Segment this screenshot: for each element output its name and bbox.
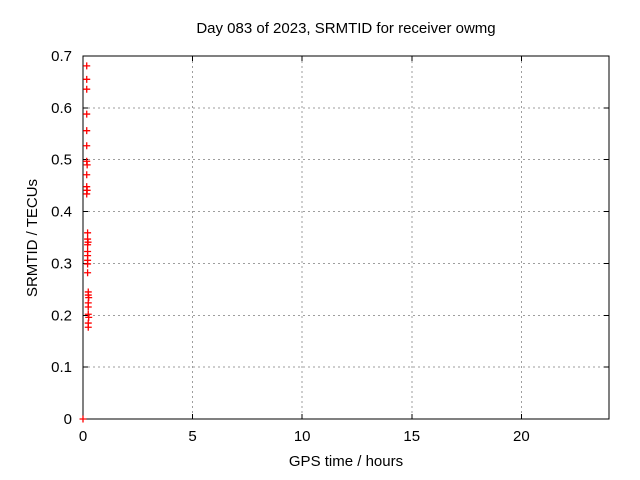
y-tick-label: 0.5	[51, 152, 72, 169]
x-axis-label: GPS time / hours	[288, 453, 404, 470]
y-tick-label: 0.7	[51, 48, 72, 65]
y-tick-label: 0.6	[51, 100, 72, 117]
y-tick-label: 0.1	[51, 359, 72, 376]
y-tick-label: 0.3	[51, 255, 72, 272]
data-point-marker	[83, 62, 91, 70]
data-point-marker	[84, 303, 92, 311]
data-point-marker	[83, 110, 91, 118]
y-tick-label: 0.2	[51, 307, 72, 324]
data-point-marker	[83, 171, 91, 179]
x-tick-label: 20	[513, 428, 530, 445]
chart-title: Day 083 of 2023, SRMTID for receiver owm…	[196, 20, 496, 37]
x-tick-label: 10	[294, 428, 311, 445]
data-point-marker	[83, 190, 91, 198]
x-tick-label: 15	[403, 428, 420, 445]
data-point-marker	[84, 323, 92, 331]
data-point-marker	[83, 127, 91, 135]
data-point-marker	[84, 269, 92, 277]
y-tick-label: 0	[64, 411, 72, 428]
plot-border	[82, 55, 610, 420]
data-point-marker	[83, 75, 91, 83]
y-tick-label: 0.4	[51, 204, 72, 221]
x-tick-label: 5	[188, 428, 196, 445]
x-tick-label: 0	[79, 428, 87, 445]
data-point-marker	[84, 241, 92, 249]
data-point-marker	[83, 161, 91, 169]
data-point-marker	[83, 85, 91, 93]
data-point-marker	[84, 229, 92, 237]
data-point-marker	[83, 142, 91, 150]
data-point-marker	[79, 415, 87, 423]
data-point-marker	[84, 260, 92, 268]
